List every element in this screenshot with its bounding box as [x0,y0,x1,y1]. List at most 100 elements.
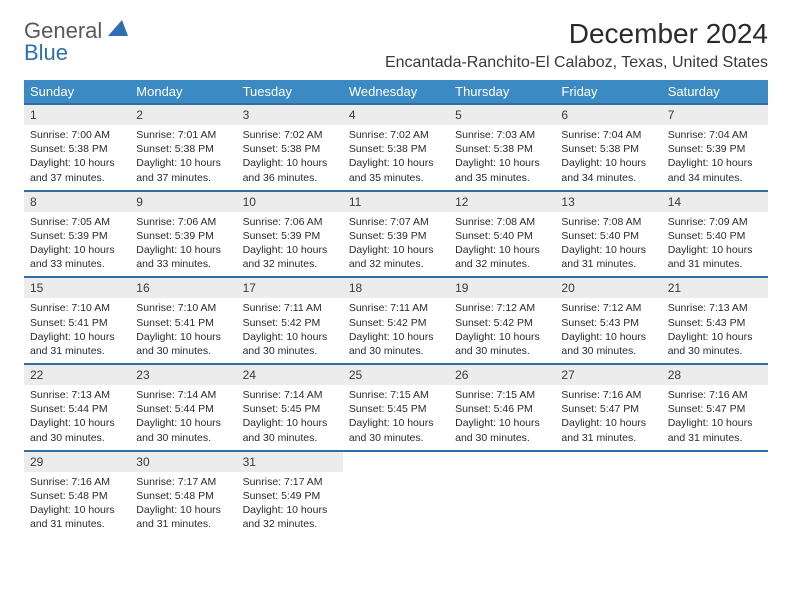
calendar-day-cell: 30Sunrise: 7:17 AMSunset: 5:48 PMDayligh… [130,451,236,537]
calendar-week-row: 22Sunrise: 7:13 AMSunset: 5:44 PMDayligh… [24,364,768,451]
calendar-week-row: 15Sunrise: 7:10 AMSunset: 5:41 PMDayligh… [24,277,768,364]
calendar-day-cell: 27Sunrise: 7:16 AMSunset: 5:47 PMDayligh… [555,364,661,451]
calendar-day-cell: 7Sunrise: 7:04 AMSunset: 5:39 PMDaylight… [662,104,768,191]
calendar-page: General Blue December 2024 Encantada-Ran… [0,0,792,555]
calendar-day-cell: 24Sunrise: 7:14 AMSunset: 5:45 PMDayligh… [237,364,343,451]
calendar-day-cell: 28Sunrise: 7:16 AMSunset: 5:47 PMDayligh… [662,364,768,451]
day-details: Sunrise: 7:07 AMSunset: 5:39 PMDaylight:… [343,212,449,277]
calendar-day-cell: 20Sunrise: 7:12 AMSunset: 5:43 PMDayligh… [555,277,661,364]
day-details: Sunrise: 7:08 AMSunset: 5:40 PMDaylight:… [555,212,661,277]
calendar-day-cell: 19Sunrise: 7:12 AMSunset: 5:42 PMDayligh… [449,277,555,364]
day-header: Wednesday [343,80,449,104]
month-title: December 2024 [385,18,768,50]
day-details: Sunrise: 7:16 AMSunset: 5:47 PMDaylight:… [662,385,768,450]
day-details: Sunrise: 7:05 AMSunset: 5:39 PMDaylight:… [24,212,130,277]
day-number: 17 [237,278,343,298]
day-number: 27 [555,365,661,385]
day-details: Sunrise: 7:14 AMSunset: 5:44 PMDaylight:… [130,385,236,450]
day-number: 14 [662,192,768,212]
calendar-day-cell: 14Sunrise: 7:09 AMSunset: 5:40 PMDayligh… [662,191,768,278]
day-details: Sunrise: 7:03 AMSunset: 5:38 PMDaylight:… [449,125,555,190]
calendar-day-cell: 22Sunrise: 7:13 AMSunset: 5:44 PMDayligh… [24,364,130,451]
day-details: Sunrise: 7:01 AMSunset: 5:38 PMDaylight:… [130,125,236,190]
calendar-day-cell: 8Sunrise: 7:05 AMSunset: 5:39 PMDaylight… [24,191,130,278]
day-number: 22 [24,365,130,385]
logo-triangle-icon [108,20,128,38]
day-details: Sunrise: 7:17 AMSunset: 5:49 PMDaylight:… [237,472,343,537]
day-number: 11 [343,192,449,212]
calendar-day-cell: .. [449,451,555,537]
calendar-day-cell: 31Sunrise: 7:17 AMSunset: 5:49 PMDayligh… [237,451,343,537]
day-number: 4 [343,105,449,125]
day-details: Sunrise: 7:15 AMSunset: 5:46 PMDaylight:… [449,385,555,450]
calendar-week-row: 1Sunrise: 7:00 AMSunset: 5:38 PMDaylight… [24,104,768,191]
day-details: Sunrise: 7:13 AMSunset: 5:43 PMDaylight:… [662,298,768,363]
day-details: Sunrise: 7:09 AMSunset: 5:40 PMDaylight:… [662,212,768,277]
day-header: Saturday [662,80,768,104]
day-number: 26 [449,365,555,385]
calendar-day-cell: .. [343,451,449,537]
calendar-day-cell: 6Sunrise: 7:04 AMSunset: 5:38 PMDaylight… [555,104,661,191]
calendar-day-cell: 25Sunrise: 7:15 AMSunset: 5:45 PMDayligh… [343,364,449,451]
day-number: 31 [237,452,343,472]
day-number: 23 [130,365,236,385]
calendar-header-row: SundayMondayTuesdayWednesdayThursdayFrid… [24,80,768,104]
day-number: 16 [130,278,236,298]
logo-text: General Blue [24,18,128,66]
calendar-week-row: 8Sunrise: 7:05 AMSunset: 5:39 PMDaylight… [24,191,768,278]
calendar-day-cell: 29Sunrise: 7:16 AMSunset: 5:48 PMDayligh… [24,451,130,537]
day-header: Friday [555,80,661,104]
logo: General Blue [24,18,128,66]
title-block: December 2024 Encantada-Ranchito-El Cala… [385,18,768,72]
day-details: Sunrise: 7:16 AMSunset: 5:47 PMDaylight:… [555,385,661,450]
day-number: 25 [343,365,449,385]
calendar-table: SundayMondayTuesdayWednesdayThursdayFrid… [24,80,768,537]
calendar-day-cell: 23Sunrise: 7:14 AMSunset: 5:44 PMDayligh… [130,364,236,451]
calendar-day-cell: 26Sunrise: 7:15 AMSunset: 5:46 PMDayligh… [449,364,555,451]
calendar-day-cell: 12Sunrise: 7:08 AMSunset: 5:40 PMDayligh… [449,191,555,278]
calendar-day-cell: 18Sunrise: 7:11 AMSunset: 5:42 PMDayligh… [343,277,449,364]
day-number: 30 [130,452,236,472]
day-details: Sunrise: 7:11 AMSunset: 5:42 PMDaylight:… [237,298,343,363]
calendar-day-cell: 15Sunrise: 7:10 AMSunset: 5:41 PMDayligh… [24,277,130,364]
day-details: Sunrise: 7:11 AMSunset: 5:42 PMDaylight:… [343,298,449,363]
day-number: 8 [24,192,130,212]
calendar-week-row: 29Sunrise: 7:16 AMSunset: 5:48 PMDayligh… [24,451,768,537]
logo-line2: Blue [24,40,128,66]
day-number: 19 [449,278,555,298]
day-header: Sunday [24,80,130,104]
day-number: 5 [449,105,555,125]
day-details: Sunrise: 7:17 AMSunset: 5:48 PMDaylight:… [130,472,236,537]
day-details: Sunrise: 7:12 AMSunset: 5:43 PMDaylight:… [555,298,661,363]
calendar-day-cell: 5Sunrise: 7:03 AMSunset: 5:38 PMDaylight… [449,104,555,191]
day-details: Sunrise: 7:14 AMSunset: 5:45 PMDaylight:… [237,385,343,450]
calendar-day-cell: 13Sunrise: 7:08 AMSunset: 5:40 PMDayligh… [555,191,661,278]
calendar-day-cell: 21Sunrise: 7:13 AMSunset: 5:43 PMDayligh… [662,277,768,364]
day-header: Thursday [449,80,555,104]
calendar-day-cell: 17Sunrise: 7:11 AMSunset: 5:42 PMDayligh… [237,277,343,364]
day-number: 24 [237,365,343,385]
day-details: Sunrise: 7:16 AMSunset: 5:48 PMDaylight:… [24,472,130,537]
day-details: Sunrise: 7:10 AMSunset: 5:41 PMDaylight:… [24,298,130,363]
day-number: 7 [662,105,768,125]
day-number: 13 [555,192,661,212]
day-number: 29 [24,452,130,472]
day-number: 9 [130,192,236,212]
day-number: 6 [555,105,661,125]
day-number: 3 [237,105,343,125]
header: General Blue December 2024 Encantada-Ran… [24,18,768,72]
calendar-day-cell: .. [555,451,661,537]
calendar-day-cell: 9Sunrise: 7:06 AMSunset: 5:39 PMDaylight… [130,191,236,278]
calendar-day-cell: 2Sunrise: 7:01 AMSunset: 5:38 PMDaylight… [130,104,236,191]
day-details: Sunrise: 7:02 AMSunset: 5:38 PMDaylight:… [237,125,343,190]
day-number: 15 [24,278,130,298]
day-details: Sunrise: 7:06 AMSunset: 5:39 PMDaylight:… [130,212,236,277]
day-number: 21 [662,278,768,298]
day-number: 10 [237,192,343,212]
calendar-day-cell: 10Sunrise: 7:06 AMSunset: 5:39 PMDayligh… [237,191,343,278]
day-details: Sunrise: 7:10 AMSunset: 5:41 PMDaylight:… [130,298,236,363]
calendar-day-cell: 4Sunrise: 7:02 AMSunset: 5:38 PMDaylight… [343,104,449,191]
location-subtitle: Encantada-Ranchito-El Calaboz, Texas, Un… [385,54,768,72]
day-number: 20 [555,278,661,298]
day-number: 18 [343,278,449,298]
